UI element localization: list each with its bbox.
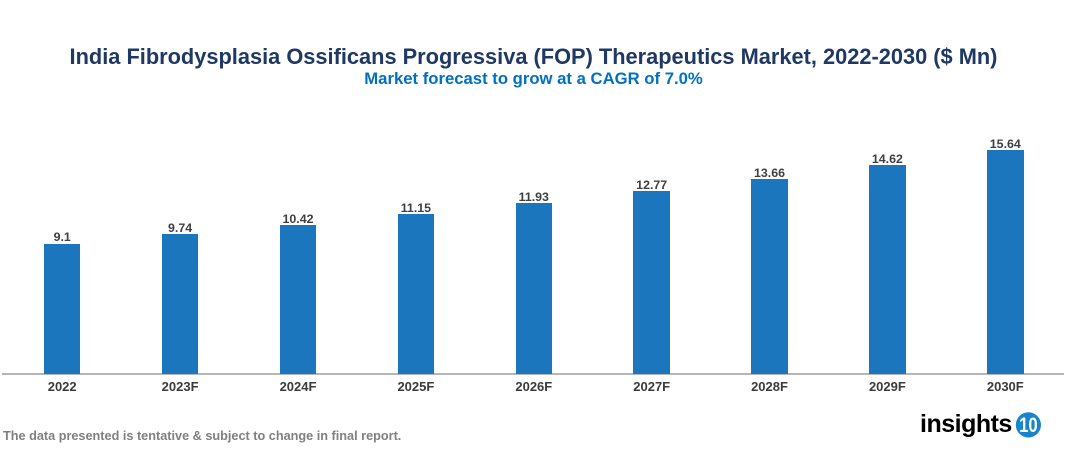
svg-text:10: 10	[1019, 414, 1038, 437]
svg-text:insights: insights	[920, 410, 1012, 438]
